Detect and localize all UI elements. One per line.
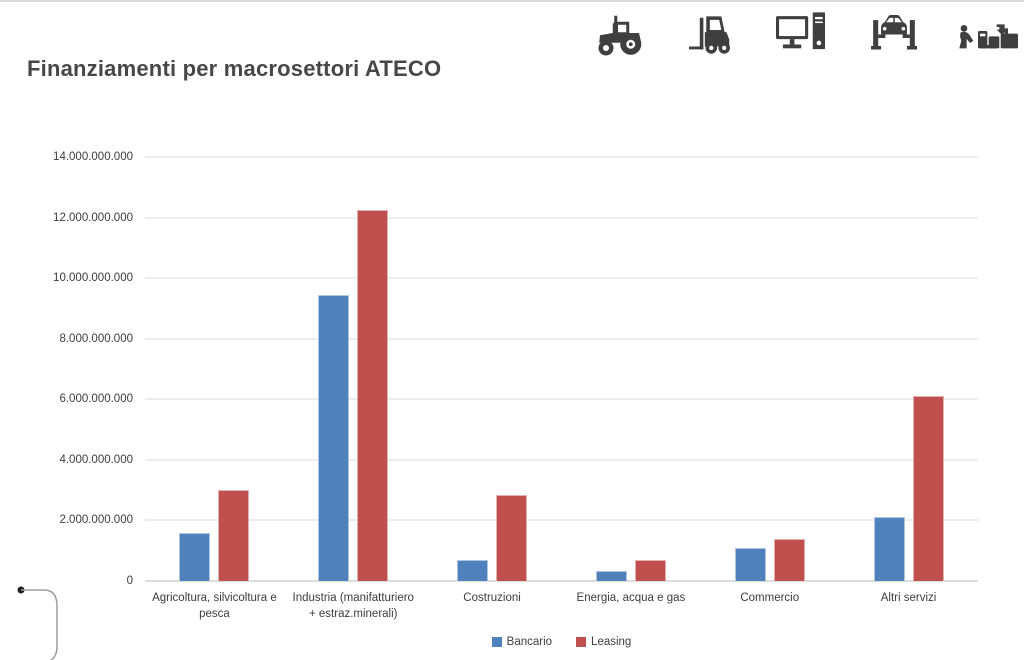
bar-leasing	[357, 210, 389, 581]
desktop-computer-icon	[776, 12, 825, 54]
legend-label: Leasing	[591, 636, 632, 648]
y-axis-tick-label: 0	[126, 575, 133, 587]
legend-item-bancario: Bancario	[491, 636, 553, 648]
x-axis-category-label: Energia, acqua e gas	[576, 592, 686, 604]
bar-leasing	[912, 396, 944, 581]
x-axis-category-label: Commercio	[740, 592, 800, 604]
page-title: Finanziamenti per macrosettori ATECO	[27, 56, 442, 81]
x-axis-labels: Agricoltura, silvicoltura e pesca Industr…	[145, 590, 978, 622]
corner-decoration	[17, 586, 58, 660]
legend-swatch	[491, 637, 502, 647]
bar-group	[839, 157, 978, 581]
x-axis-category-label: Agricoltura, silvicoltura e pesca	[152, 592, 277, 621]
y-axis-tick-label: 6.000.000.000	[59, 393, 133, 406]
chart-legend: Bancario Leasing	[145, 636, 978, 648]
workers-equipment-icon	[958, 23, 1018, 51]
bar-group	[423, 157, 562, 581]
plot-area	[145, 156, 978, 582]
bar-group	[561, 157, 700, 581]
bar-leasing	[634, 559, 666, 581]
bar-bancario	[595, 571, 627, 581]
x-axis-category-label: Altri servizi	[880, 592, 937, 604]
x-axis-category-label: Costruzioni	[463, 592, 521, 604]
gridline	[145, 277, 978, 280]
bar-groups	[145, 157, 978, 581]
bar-bancario	[457, 559, 489, 581]
y-axis-tick-label: 12.000.000.000	[53, 211, 133, 224]
gridline	[145, 519, 978, 522]
legend-label: Bancario	[506, 636, 553, 648]
bar-group	[145, 157, 284, 581]
x-axis-category-label: Industria (manifatturiero + estraz.miner…	[292, 592, 414, 621]
gridline	[145, 216, 978, 219]
gridline	[145, 398, 978, 401]
y-axis-tick-label: 2.000.000.000	[59, 514, 133, 527]
y-axis-tick-label: 4.000.000.000	[59, 453, 133, 466]
bar-leasing	[218, 490, 250, 581]
gridline	[145, 458, 978, 461]
bar-leasing	[496, 494, 528, 581]
tractor-icon	[597, 15, 645, 57]
legend-swatch	[576, 637, 587, 647]
y-axis-tick-label: 14.000.000.000	[53, 151, 133, 163]
gridline	[145, 337, 978, 340]
bar-leasing	[773, 539, 805, 581]
bar-bancario	[873, 516, 905, 581]
car-lift-icon	[871, 14, 917, 52]
forklift-icon	[689, 14, 735, 56]
y-axis-tick-label: 8.000.000.000	[59, 332, 133, 345]
gridline	[145, 156, 978, 158]
legend-item-leasing: Leasing	[576, 636, 631, 648]
y-axis-tick-label: 10.000.000.000	[53, 272, 133, 285]
gridline	[145, 580, 978, 582]
bar-group	[700, 157, 839, 581]
bar-bancario	[734, 547, 766, 581]
bar-group	[284, 157, 423, 581]
bar-bancario	[179, 532, 211, 581]
bar-bancario	[318, 294, 350, 581]
y-axis: 14.000.000.000 12.000.000.000 10.000.000.0…	[0, 151, 133, 587]
